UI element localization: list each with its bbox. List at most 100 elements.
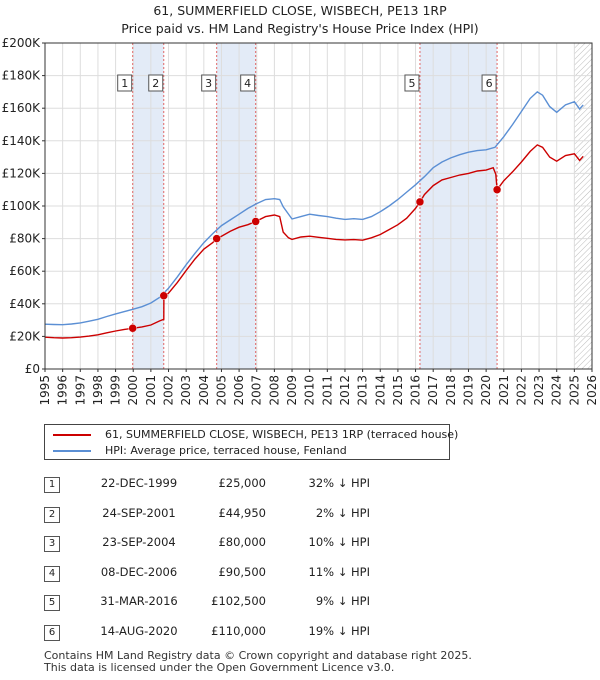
x-tick-label: 1998 <box>91 375 105 406</box>
x-tick-label: 2008 <box>267 375 281 406</box>
y-tick-label: £60K <box>9 264 41 278</box>
sale-hpi-diff: 9% ↓ HPI <box>315 594 370 608</box>
x-tick-label: 1997 <box>73 375 87 406</box>
y-tick-label: £180K <box>2 69 42 83</box>
sale-date: 24-SEP-2001 <box>102 506 176 520</box>
sale-marker-4 <box>251 217 260 226</box>
sale-hpi-diff: 32% ↓ HPI <box>308 476 370 490</box>
sale-label-box-5 <box>404 74 420 92</box>
sale-marker-1 <box>128 324 137 333</box>
footer-line-1: Contains HM Land Registry data © Crown c… <box>44 649 472 662</box>
x-tick-label: 2010 <box>303 375 317 406</box>
sale-number-badge: 5 <box>44 595 60 611</box>
x-tick-label: 2022 <box>514 375 528 406</box>
legend-swatch-hpi <box>53 450 91 452</box>
x-tick-label: 2006 <box>232 375 246 406</box>
x-tick-label: 2009 <box>285 375 299 406</box>
x-tick-label: 2015 <box>391 375 405 406</box>
sale-date: 23-SEP-2004 <box>102 535 176 549</box>
sale-marker-6 <box>492 185 502 194</box>
sale-price: £90,500 <box>218 565 266 579</box>
sale-label-box-2 <box>148 74 164 92</box>
sale-label-box-1 <box>117 74 133 92</box>
sale-marker-labels: 1 2 3 4 5 6 <box>117 74 497 92</box>
x-tick-label: 2025 <box>567 375 581 406</box>
x-tick-label: 1999 <box>109 375 123 406</box>
x-tick-label: 2013 <box>356 375 370 406</box>
x-tick-label: 2024 <box>550 375 564 406</box>
y-tick-label: £0 <box>25 362 40 376</box>
sale-number-badge: 4 <box>44 566 60 582</box>
sale-row-6: 6 14-AUG-2020 £110,000 19% ↓ HPI <box>44 622 464 644</box>
x-tick-label: 2021 <box>497 375 511 406</box>
x-axis-ticks: 1995 1996 1997 1998 1999 2000 2001 2002 2003 2004… <box>38 369 599 406</box>
x-tick-label: 2016 <box>409 375 423 406</box>
sale-hpi-diff: 10% ↓ HPI <box>308 535 370 549</box>
y-tick-label: £160K <box>2 101 42 115</box>
sale-label-box-3 <box>201 74 217 92</box>
sale-row-1: 1 22-DEC-1999 £25,000 32% ↓ HPI <box>44 474 464 496</box>
x-tick-label: 2017 <box>426 375 440 406</box>
sale-row-4: 4 08-DEC-2006 £90,500 11% ↓ HPI <box>44 563 464 585</box>
sale-date: 14-AUG-2020 <box>100 624 178 638</box>
sale-label-box-6 <box>481 74 497 92</box>
sale-markers <box>128 185 502 333</box>
sale-marker-5 <box>415 197 425 207</box>
legend-label-property: 61, SUMMERFIELD CLOSE, WISBECH, PE13 1RP… <box>105 428 459 441</box>
x-tick-label: 2020 <box>479 375 493 406</box>
sale-marker-3 <box>212 234 221 243</box>
x-tick-label: 2002 <box>162 375 176 406</box>
chart-title: 61, SUMMERFIELD CLOSE, WISBECH, PE13 1RP <box>153 3 447 18</box>
footer-note: Contains HM Land Registry data © Crown c… <box>44 650 472 674</box>
sale-date: 08-DEC-2006 <box>100 565 178 579</box>
series-lines <box>45 91 584 339</box>
y-tick-label: £80K <box>9 232 41 246</box>
x-tick-label: 2019 <box>461 375 475 406</box>
sale-hpi-diff: 11% ↓ HPI <box>308 565 370 579</box>
price-chart: 61, SUMMERFIELD CLOSE, WISBECH, PE13 1RP… <box>2 3 599 406</box>
x-tick-label: 1996 <box>56 375 70 406</box>
y-tick-label: £120K <box>2 166 42 180</box>
x-tick-label: 2023 <box>532 375 546 406</box>
x-tick-label: 2018 <box>444 375 458 406</box>
sale-date: 31-MAR-2016 <box>100 594 178 608</box>
sale-price: £110,000 <box>211 624 266 638</box>
x-tick-label: 2001 <box>144 375 158 406</box>
y-tick-label: £20K <box>9 329 41 343</box>
x-tick-label: 2007 <box>250 375 264 406</box>
sale-row-3: 3 23-SEP-2004 £80,000 10% ↓ HPI <box>44 533 464 555</box>
x-tick-label: 2003 <box>179 375 193 406</box>
sale-price: £44,950 <box>218 506 266 520</box>
x-tick-label: 2012 <box>338 375 352 406</box>
sale-price: £102,500 <box>211 594 266 608</box>
y-tick-label: £200K <box>2 36 42 50</box>
sale-price: £25,000 <box>218 476 266 490</box>
sale-label-3: 3 <box>205 77 212 90</box>
sale-label-4: 4 <box>244 77 251 90</box>
sale-number-badge: 6 <box>44 625 60 641</box>
sale-label-box-4 <box>240 74 256 92</box>
x-tick-label: 2011 <box>320 375 334 406</box>
chart-subtitle: Price paid vs. HM Land Registry's House … <box>121 21 478 36</box>
sale-label-1: 1 <box>121 77 128 90</box>
sale-row-5: 5 31-MAR-2016 £102,500 9% ↓ HPI <box>44 592 464 614</box>
x-tick-label: 2014 <box>373 375 387 406</box>
x-tick-label: 2005 <box>214 375 228 406</box>
grid-lines <box>44 42 593 370</box>
footer-line-2: This data is licensed under the Open Gov… <box>44 661 395 674</box>
legend-label-hpi: HPI: Average price, terraced house, Fenl… <box>105 444 347 457</box>
hpi-line <box>45 91 584 326</box>
legend-swatch-property <box>53 434 91 436</box>
y-tick-label: £100K <box>2 199 42 213</box>
sale-marker-2 <box>159 291 169 300</box>
sale-row-2: 2 24-SEP-2001 £44,950 2% ↓ HPI <box>44 504 464 526</box>
sale-number-badge: 1 <box>44 477 60 493</box>
sale-price: £80,000 <box>218 535 266 549</box>
x-tick-label: 2000 <box>126 375 140 406</box>
sale-hpi-diff: 19% ↓ HPI <box>308 624 370 638</box>
sale-number-badge: 2 <box>44 507 60 523</box>
x-tick-label: 1995 <box>38 375 52 406</box>
sale-hpi-diff: 2% ↓ HPI <box>315 506 370 520</box>
y-tick-label: £140K <box>2 134 42 148</box>
sale-label-6: 6 <box>486 77 493 90</box>
